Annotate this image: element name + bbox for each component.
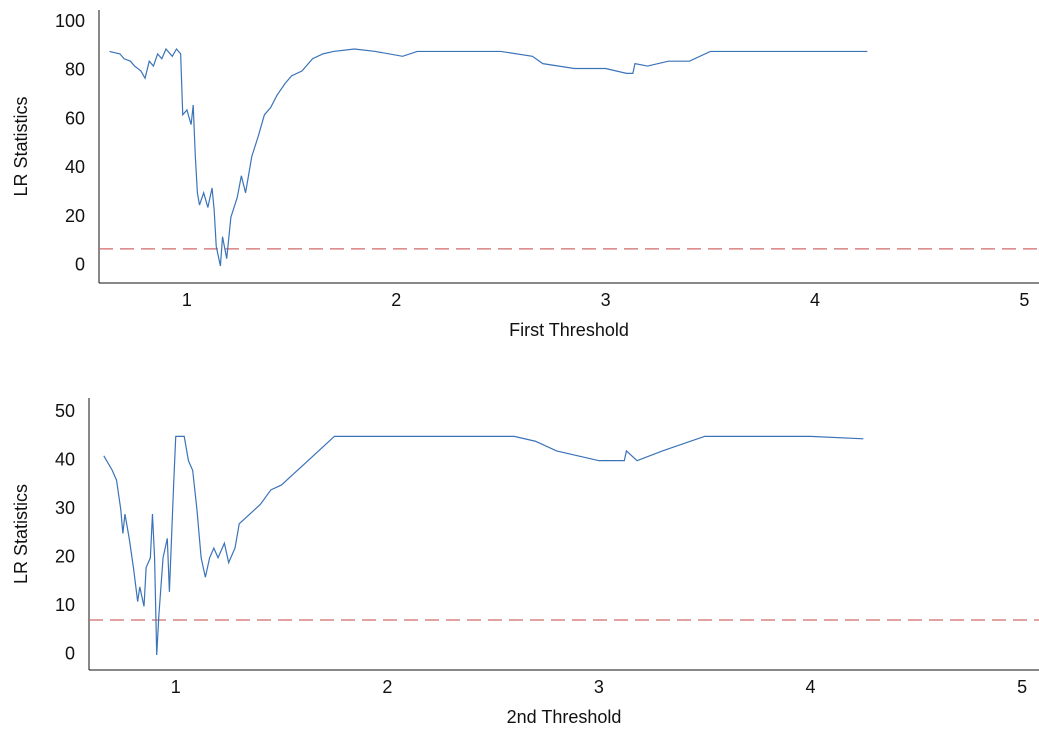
x-axis-label: First Threshold: [509, 320, 629, 340]
y-tick-label: 50: [55, 401, 75, 421]
y-tick-label: 40: [55, 449, 75, 469]
y-tick-label: 20: [55, 547, 75, 567]
y-axis-label: LR Statistics: [11, 484, 31, 584]
x-tick-label: 1: [171, 677, 181, 697]
x-axis-label: 2nd Threshold: [507, 707, 622, 727]
x-tick-label: 3: [594, 677, 604, 697]
x-tick-label: 2: [382, 677, 392, 697]
y-tick-label: 10: [55, 595, 75, 615]
x-tick-label: 5: [1019, 290, 1029, 310]
y-tick-label: 80: [65, 60, 85, 80]
x-tick-label: 1: [182, 290, 192, 310]
x-tick-label: 3: [601, 290, 611, 310]
y-tick-label: 0: [65, 644, 75, 664]
y-tick-label: 100: [55, 11, 85, 31]
x-tick-label: 5: [1017, 677, 1027, 697]
y-tick-label: 40: [65, 157, 85, 177]
y-tick-label: 0: [75, 255, 85, 275]
x-tick-label: 2: [391, 290, 401, 310]
y-tick-label: 30: [55, 498, 75, 518]
data-line: [103, 435, 864, 655]
data-line: [109, 47, 868, 267]
y-tick-label: 20: [65, 206, 85, 226]
y-tick-label: 60: [65, 108, 85, 128]
y-axis-label: LR Statistics: [11, 96, 31, 196]
x-tick-label: 4: [805, 677, 815, 697]
x-tick-label: 4: [810, 290, 820, 310]
